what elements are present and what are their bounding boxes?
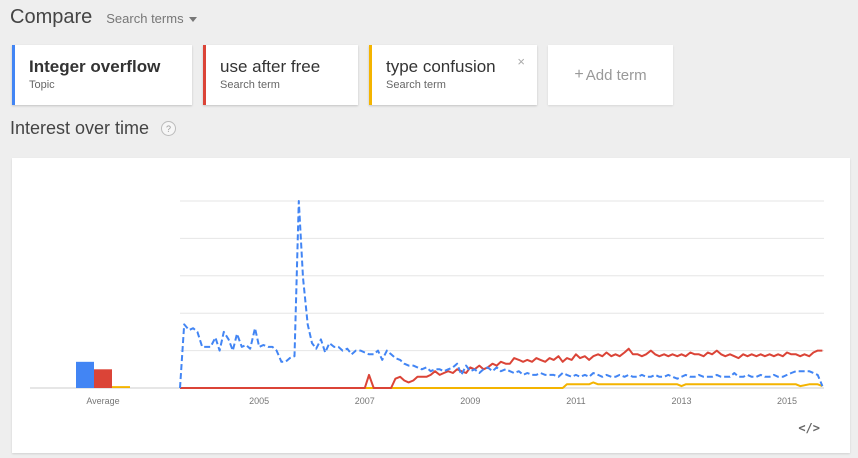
- term-color-stripe: [369, 45, 372, 105]
- x-tick-label: 2005: [249, 396, 269, 406]
- compare-title: Compare: [10, 6, 93, 28]
- add-term-label: Add term: [585, 66, 647, 84]
- term-card-use-after-free[interactable]: use after free Search term: [203, 45, 358, 105]
- search-terms-label: Search terms: [106, 11, 184, 26]
- term-color-stripe: [12, 45, 15, 105]
- x-tick-label: 2007: [355, 396, 375, 406]
- interest-chart: Average 2005 2007 2009 2011 2013 2015: [30, 200, 824, 406]
- average-bar: [94, 369, 112, 388]
- term-type: Topic: [29, 79, 55, 91]
- section-title: Interest over time: [10, 118, 150, 138]
- caret-down-icon: [188, 17, 197, 22]
- interest-over-time-heading: Interest over time ?: [10, 118, 177, 139]
- close-icon[interactable]: ×: [517, 54, 525, 69]
- interest-chart-panel: Average 2005 2007 2009 2011 2013 2015 </>: [12, 158, 850, 453]
- term-card-integer-overflow[interactable]: Integer overflow Topic: [12, 45, 192, 105]
- series-line: [180, 381, 823, 389]
- term-name: type confusion: [386, 57, 496, 76]
- term-card-type-confusion[interactable]: type confusion Search term ×: [369, 45, 537, 105]
- search-terms-dropdown[interactable]: Search terms: [106, 11, 197, 26]
- x-tick-label: 2009: [460, 396, 480, 406]
- x-tick-label: 2013: [671, 396, 691, 406]
- add-term-button[interactable]: + Add term: [548, 45, 673, 105]
- x-tick-label: 2011: [566, 396, 585, 406]
- average-bar: [76, 361, 94, 388]
- series-line: [180, 347, 823, 389]
- embed-code-icon[interactable]: </>: [798, 421, 820, 435]
- help-icon[interactable]: ?: [161, 121, 177, 136]
- average-label: Average: [86, 396, 119, 406]
- series-line: [179, 200, 824, 389]
- term-type: Search term: [386, 79, 446, 91]
- plus-icon: +: [574, 66, 584, 83]
- term-name: use after free: [220, 57, 321, 76]
- term-color-stripe: [203, 45, 206, 105]
- term-name: Integer overflow: [29, 57, 161, 76]
- term-type: Search term: [220, 79, 280, 91]
- average-bar: [112, 386, 130, 388]
- compare-header: Compare Search terms: [10, 6, 197, 29]
- x-tick-label: 2015: [777, 396, 797, 406]
